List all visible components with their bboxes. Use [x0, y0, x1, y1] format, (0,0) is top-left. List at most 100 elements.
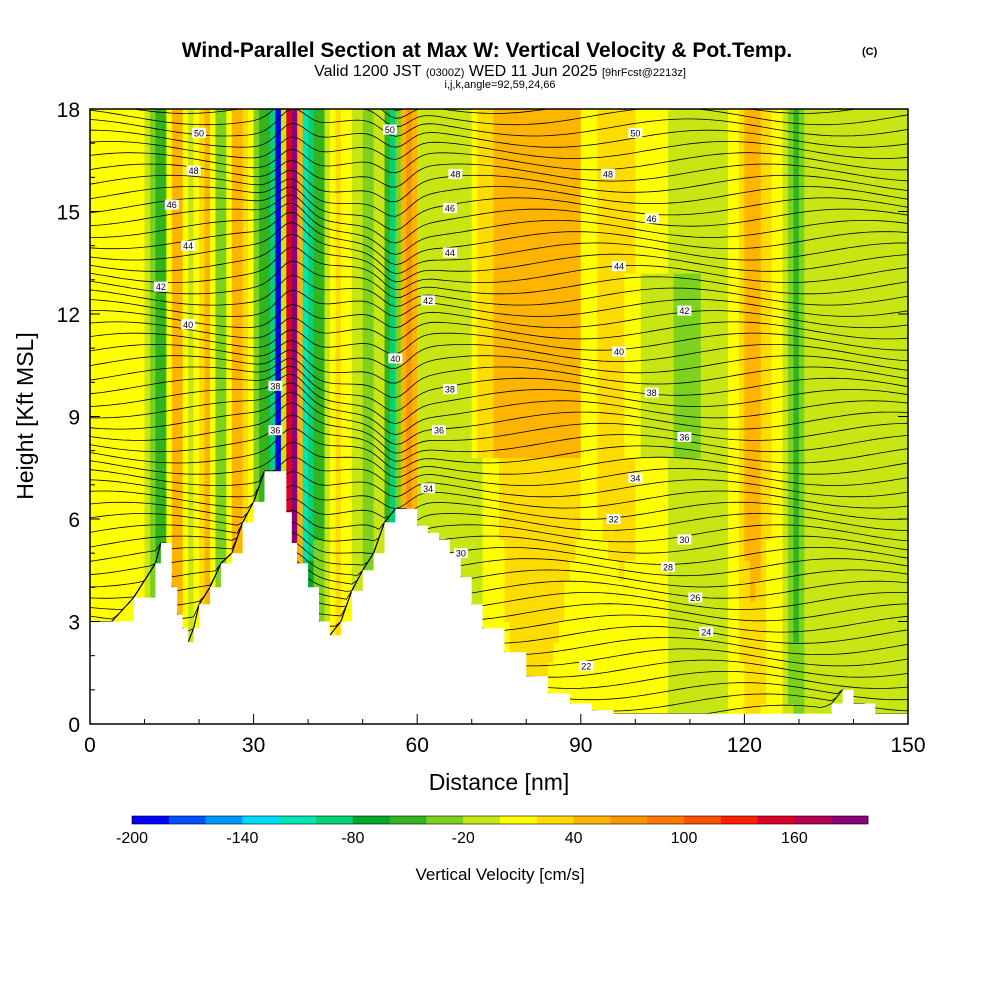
velocity-cell	[815, 396, 822, 418]
velocity-cell	[597, 211, 604, 233]
velocity-cell	[848, 396, 855, 418]
velocity-cell	[373, 498, 380, 520]
velocity-cell	[193, 129, 200, 151]
velocity-cell	[319, 273, 326, 295]
velocity-cell	[646, 683, 653, 705]
velocity-cell	[711, 580, 718, 602]
velocity-cell	[389, 355, 396, 377]
velocity-cell	[144, 232, 151, 254]
velocity-cell	[171, 478, 178, 500]
velocity-cell	[193, 416, 200, 438]
velocity-cell	[624, 334, 631, 356]
velocity-cell	[166, 232, 173, 254]
velocity-cell	[537, 375, 544, 397]
velocity-cell	[820, 416, 827, 438]
velocity-cell	[755, 539, 762, 561]
velocity-cell	[673, 580, 680, 602]
velocity-cell	[128, 560, 135, 582]
velocity-cell	[182, 437, 189, 459]
velocity-cell	[548, 314, 555, 336]
velocity-cell	[880, 642, 887, 664]
velocity-cell	[335, 293, 342, 315]
velocity-cell	[335, 396, 342, 418]
velocity-cell	[215, 293, 222, 315]
velocity-cell	[133, 498, 140, 520]
velocity-cell	[635, 170, 642, 192]
velocity-cell	[733, 314, 740, 336]
velocity-cell	[684, 457, 691, 479]
velocity-cell	[384, 170, 391, 192]
velocity-cell	[537, 457, 544, 479]
velocity-cell	[270, 396, 277, 418]
velocity-cell	[482, 580, 489, 602]
velocity-cell	[319, 191, 326, 213]
velocity-cell	[482, 437, 489, 459]
velocity-cell	[755, 273, 762, 295]
velocity-cell	[193, 252, 200, 274]
velocity-cell	[717, 252, 724, 274]
velocity-cell	[602, 662, 609, 684]
velocity-cell	[329, 273, 336, 295]
velocity-cell	[875, 580, 882, 602]
velocity-cell	[777, 232, 784, 254]
velocity-cell	[270, 314, 277, 336]
velocity-cell	[291, 498, 298, 520]
velocity-cell	[499, 314, 506, 336]
velocity-cell	[193, 539, 200, 561]
velocity-cell	[466, 334, 473, 356]
velocity-cell	[460, 109, 467, 131]
velocity-cell	[788, 211, 795, 233]
velocity-cell	[793, 560, 800, 582]
colorbar: -200 -140 -80 -20 40 100 160	[116, 815, 869, 847]
velocity-cell	[575, 437, 582, 459]
velocity-cell	[286, 109, 293, 131]
velocity-cell	[820, 642, 827, 664]
contour-label: 40	[614, 347, 624, 357]
velocity-cell	[488, 232, 495, 254]
velocity-cell	[760, 191, 767, 213]
velocity-cell	[237, 498, 244, 520]
velocity-cell	[488, 457, 495, 479]
velocity-cell	[439, 232, 446, 254]
velocity-cell	[204, 539, 211, 561]
velocity-cell	[766, 191, 773, 213]
velocity-cell	[100, 314, 107, 336]
velocity-cell	[684, 416, 691, 438]
velocity-cell	[493, 252, 500, 274]
velocity-cell	[482, 498, 489, 520]
velocity-cell	[744, 621, 751, 643]
velocity-cell	[226, 232, 233, 254]
velocity-cell	[433, 375, 440, 397]
velocity-cell	[297, 232, 304, 254]
velocity-cell	[150, 498, 157, 520]
velocity-cell	[864, 498, 871, 520]
velocity-cell	[706, 293, 713, 315]
velocity-cell	[340, 416, 347, 438]
velocity-cell	[875, 478, 882, 500]
velocity-cell	[640, 273, 647, 295]
velocity-cell	[820, 375, 827, 397]
velocity-cell	[804, 457, 811, 479]
velocity-cell	[368, 273, 375, 295]
velocity-cell	[749, 191, 756, 213]
velocity-cell	[679, 293, 686, 315]
velocity-cell	[259, 170, 266, 192]
velocity-cell	[406, 191, 413, 213]
velocity-cell	[586, 437, 593, 459]
velocity-cell	[253, 232, 260, 254]
velocity-cell	[351, 191, 358, 213]
velocity-cell	[542, 109, 549, 131]
velocity-cell	[526, 170, 533, 192]
velocity-cell	[897, 437, 904, 459]
velocity-cell	[373, 375, 380, 397]
velocity-cell	[869, 109, 876, 131]
velocity-cell	[586, 293, 593, 315]
velocity-cell	[575, 662, 582, 684]
velocity-cell	[826, 642, 833, 664]
velocity-cell	[837, 662, 844, 684]
velocity-cell	[684, 642, 691, 664]
velocity-cell	[580, 560, 587, 582]
velocity-cell	[608, 150, 615, 172]
velocity-cell	[220, 498, 227, 520]
velocity-cell	[771, 334, 778, 356]
